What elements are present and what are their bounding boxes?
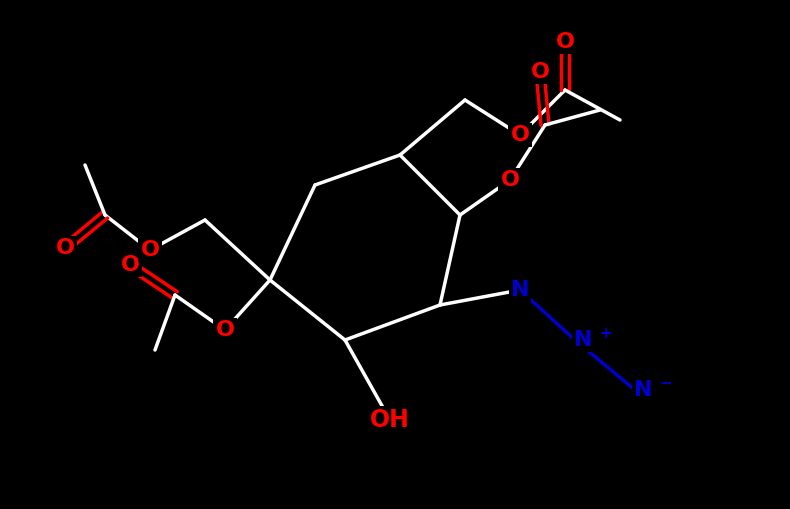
Text: O: O [216, 320, 235, 340]
Text: −: − [659, 376, 672, 390]
Text: O: O [510, 125, 529, 145]
Text: N: N [511, 280, 529, 300]
Text: O: O [55, 238, 74, 258]
Text: O: O [531, 62, 550, 82]
Text: OH: OH [370, 408, 410, 432]
Text: N: N [634, 380, 653, 400]
Text: +: + [599, 325, 611, 341]
Text: O: O [501, 170, 520, 190]
Text: O: O [121, 255, 140, 275]
Text: N: N [574, 330, 592, 350]
Text: O: O [141, 240, 160, 260]
Text: O: O [555, 32, 574, 52]
